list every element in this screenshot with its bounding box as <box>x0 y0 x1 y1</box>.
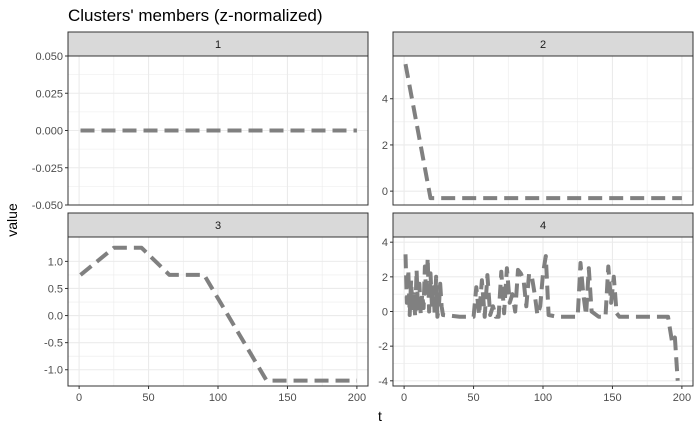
y-tick-label: 4 <box>382 237 388 249</box>
y-tick-label: 1.0 <box>48 256 63 268</box>
x-tick-label: 0 <box>76 392 82 404</box>
x-tick-label: 100 <box>209 392 227 404</box>
y-tick-label: -0.5 <box>44 338 63 350</box>
x-tick-label: 100 <box>534 392 552 404</box>
x-tick-label: 200 <box>348 392 366 404</box>
y-tick-label: 0.050 <box>35 51 63 63</box>
x-tick-label: 150 <box>603 392 621 404</box>
y-tick-label: -1.0 <box>44 365 63 377</box>
x-tick-label: 0 <box>401 392 407 404</box>
y-tick-label: 0 <box>382 186 388 198</box>
y-tick-label: 2 <box>382 272 388 284</box>
y-tick-label: -2 <box>378 341 388 353</box>
x-axis-title: t <box>378 408 382 424</box>
chart-title: Clusters' members (z-normalized) <box>68 6 323 25</box>
series-line-cluster-2 <box>403 63 682 201</box>
facet-strip-label: 3 <box>215 220 221 232</box>
facet-panel-1: 1 0.050 0.025 0.000 -0.025 -0.050 <box>32 31 369 212</box>
facet-strip-label: 2 <box>540 39 546 51</box>
facet-panels: 10.0500.0250.000-0.025-0.050202431.00.50… <box>32 31 694 404</box>
y-tick-label: 2 <box>382 140 388 152</box>
y-tick-label: 4 <box>382 94 388 106</box>
series-line-cluster-4 <box>403 254 680 381</box>
y-tick-label: 0 <box>382 307 388 319</box>
y-tick-label: -0.025 <box>32 163 63 175</box>
y-axis-title: value <box>4 203 20 237</box>
x-tick-label: 200 <box>673 392 691 404</box>
x-tick-label: 50 <box>467 392 479 404</box>
x-tick-label: 150 <box>278 392 296 404</box>
y-tick-label: -4 <box>378 376 388 388</box>
x-tick-label: 50 <box>142 392 154 404</box>
y-tick-label: 0.025 <box>35 88 63 100</box>
panel-border <box>392 55 694 206</box>
y-tick-label: 0.5 <box>48 283 63 295</box>
facet-strip-label: 1 <box>215 39 221 51</box>
y-tick-label: -0.050 <box>32 200 63 212</box>
facet-panel-4: 4 4 2 0 -2 -4 0 50 100 150 200 <box>378 212 694 404</box>
facet-strip <box>67 31 369 57</box>
series-line-cluster-3 <box>79 245 357 383</box>
facet-strip <box>67 212 369 238</box>
facet-strip-label: 4 <box>540 220 546 232</box>
y-tick-label: 0.0 <box>48 311 63 323</box>
y-tick-label: 0.000 <box>35 126 63 138</box>
facet-panel-3: 3 1.0 0.5 0.0 -0.5 -1.0 0 50 100 150 200 <box>44 212 369 404</box>
